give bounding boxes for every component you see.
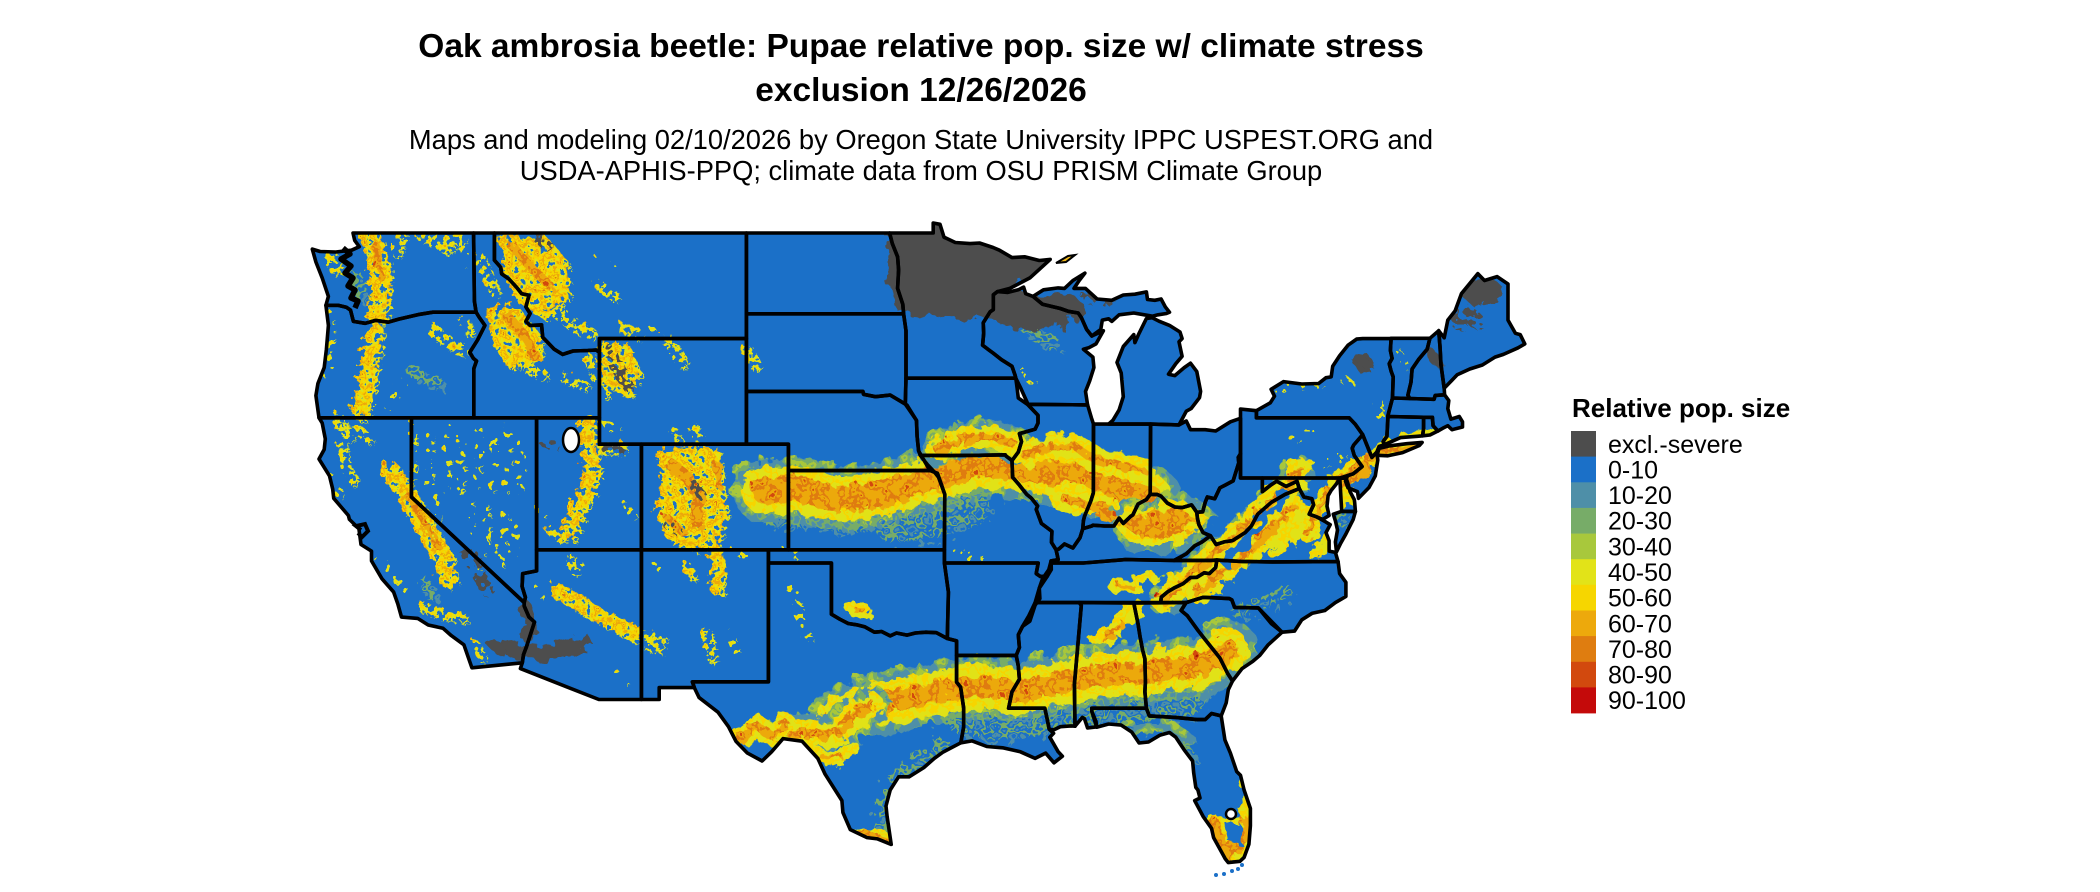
svg-text:Relative pop. size: Relative pop. size	[1572, 393, 1790, 423]
svg-text:20-30: 20-30	[1608, 508, 1672, 536]
svg-text:Maps and modeling 02/10/2026 b: Maps and modeling 02/10/2026 by Oregon S…	[409, 124, 1433, 155]
svg-text:90-100: 90-100	[1608, 687, 1686, 715]
svg-text:0-10: 0-10	[1608, 457, 1658, 485]
svg-text:70-80: 70-80	[1608, 636, 1672, 664]
svg-text:Oak ambrosia beetle: Pupae rel: Oak ambrosia beetle: Pupae relative pop.…	[418, 28, 1423, 65]
svg-text:USDA-APHIS-PPQ; climate data f: USDA-APHIS-PPQ; climate data from OSU PR…	[520, 155, 1322, 186]
svg-text:40-50: 40-50	[1608, 559, 1672, 587]
svg-text:excl.-severe: excl.-severe	[1608, 431, 1743, 459]
svg-text:30-40: 30-40	[1608, 533, 1672, 561]
svg-text:exclusion 12/26/2026: exclusion 12/26/2026	[755, 72, 1087, 109]
svg-text:50-60: 50-60	[1608, 585, 1672, 613]
svg-text:10-20: 10-20	[1608, 482, 1672, 510]
svg-text:80-90: 80-90	[1608, 662, 1672, 690]
svg-text:60-70: 60-70	[1608, 610, 1672, 638]
